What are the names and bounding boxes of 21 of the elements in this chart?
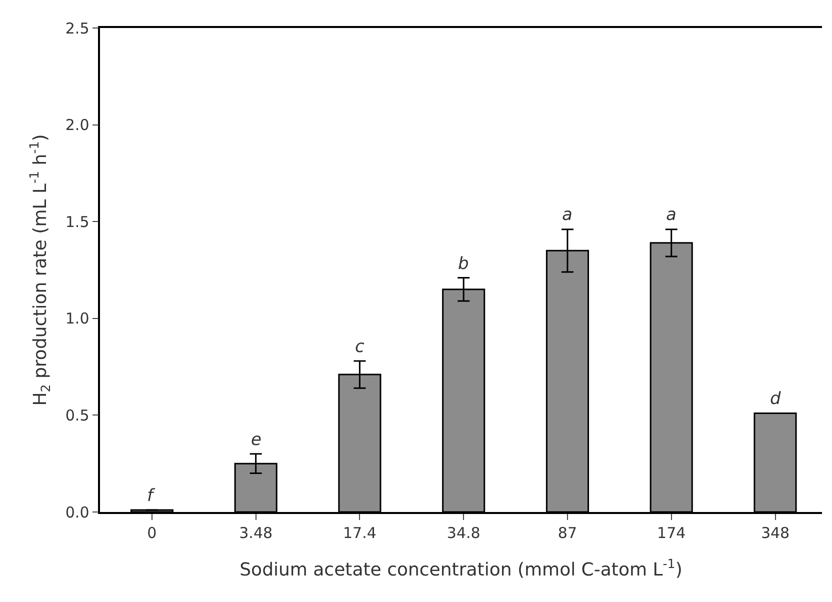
x-tick-label: 0 (147, 524, 157, 542)
annotation: d (770, 389, 781, 409)
x-tick-label: 174 (657, 524, 686, 542)
y-tick-label: 1.0 (65, 310, 90, 328)
annotation: a (666, 205, 676, 225)
annotation: c (355, 337, 365, 357)
x-tick-label: 3.48 (239, 524, 273, 542)
y-tick-label: 2.5 (65, 19, 90, 38)
x-tick-label: 17.4 (343, 524, 376, 542)
y-tick-label: 1.5 (65, 212, 90, 231)
x-tick-label: 34.8 (446, 524, 480, 542)
annotation: e (251, 430, 262, 450)
annotation: a (562, 205, 572, 225)
y-tick-label: 0.5 (65, 406, 90, 424)
y-tick-label: 2.0 (65, 116, 90, 134)
annotation: f (147, 486, 156, 506)
y-tick-label: 0.0 (65, 503, 90, 522)
x-tick-label: 348 (760, 524, 790, 542)
annotation: b (458, 254, 469, 274)
x-axis-title: Sodium acetate concentration (mmol C-atom L$^{-1}$) (240, 556, 682, 580)
x-tick-label: 87 (558, 524, 578, 542)
